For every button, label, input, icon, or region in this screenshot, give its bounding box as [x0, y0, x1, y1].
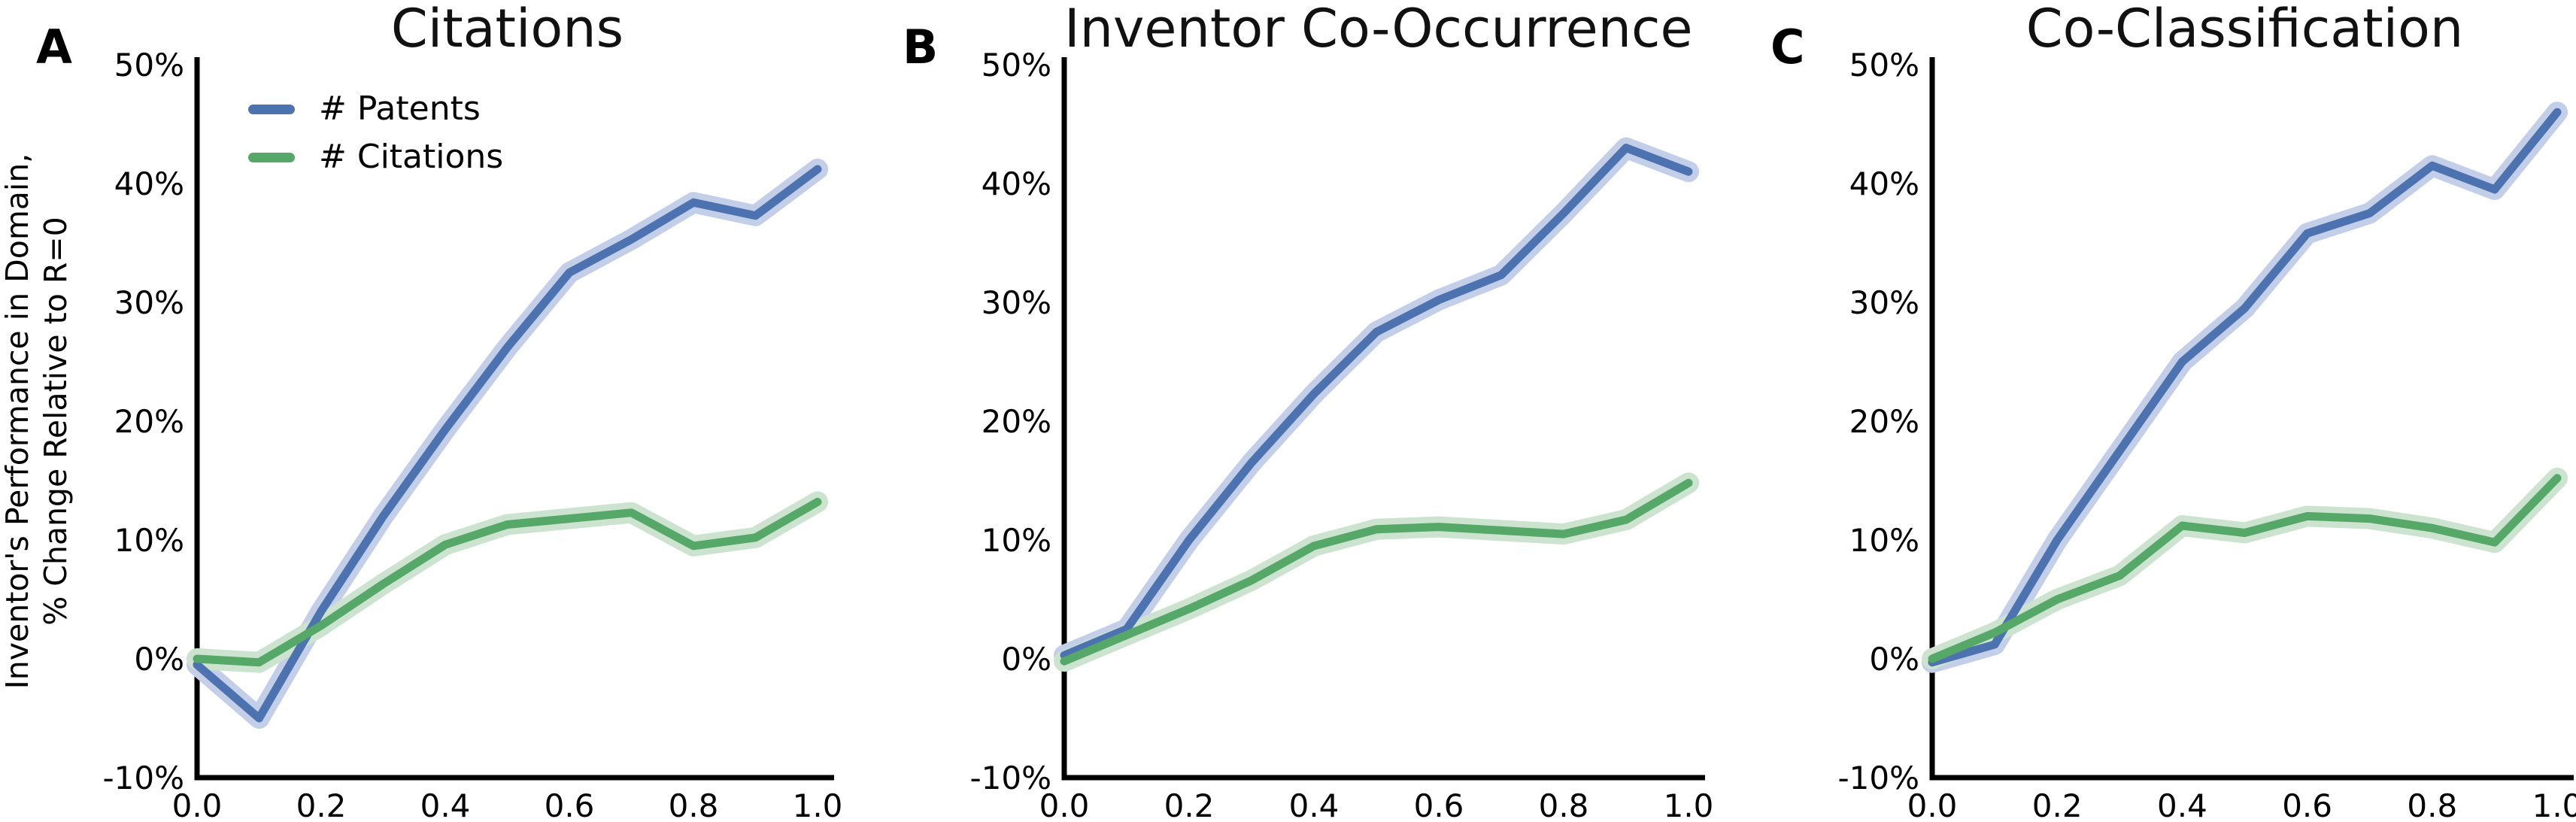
- series-line-citations: [1928, 474, 2562, 663]
- x-tick-label: 1.0: [2532, 787, 2576, 822]
- y-tick-label: 50%: [982, 47, 1051, 83]
- legend-item-citations: # Citations: [248, 140, 503, 174]
- y-tick-label: 10%: [982, 522, 1051, 559]
- y-tick-label: -10%: [1837, 760, 1919, 796]
- y-tick-label: 0%: [134, 641, 184, 678]
- y-axis-label-line2: % Change Relative to R=0: [38, 217, 74, 626]
- y-tick-label: 50%: [1849, 47, 1919, 83]
- y-tick-label: 10%: [1849, 522, 1919, 559]
- y-tick-label: -10%: [969, 760, 1051, 796]
- x-tick-label: 1.0: [793, 787, 843, 822]
- panel-title-co-classification: Co-Classification: [2025, 0, 2464, 59]
- y-tick-label: 20%: [982, 403, 1051, 440]
- y-tick-label: 30%: [114, 284, 184, 321]
- x-tick-label: 0.0: [172, 787, 223, 822]
- y-axis-label: Inventor's Performance in Domain, % Chan…: [0, 44, 77, 799]
- legend-label-patents: # Patents: [319, 89, 481, 128]
- legend: # Patents # Citations: [248, 92, 503, 174]
- series-band-citations: [1922, 467, 2568, 669]
- x-tick-label: 0.4: [1289, 787, 1340, 822]
- y-tick-label: -10%: [102, 760, 184, 796]
- y-tick-label: 0%: [1001, 641, 1051, 678]
- x-tick-label: 0.0: [1039, 787, 1090, 822]
- panel-label-c: C: [1770, 20, 1805, 74]
- y-tick-label: 10%: [114, 522, 184, 559]
- x-tick-label: 0.0: [1907, 787, 1958, 822]
- x-tick-label: 0.6: [2282, 787, 2332, 822]
- y-tick-label: 40%: [1849, 165, 1919, 202]
- axis-spines: [194, 57, 834, 781]
- x-tick-label: 0.8: [2407, 787, 2457, 822]
- series-line-patents: [1060, 144, 1693, 660]
- y-axis-label-line1: Inventor's Performance in Domain,: [0, 153, 35, 690]
- panel-title-citations: Citations: [390, 0, 624, 59]
- y-tick-label: 20%: [1849, 403, 1919, 440]
- series-band-patents: [1922, 102, 2568, 673]
- y-tick-label: 30%: [982, 284, 1051, 321]
- axis-spines: [1929, 57, 2574, 781]
- x-tick-label: 0.2: [1164, 787, 1215, 822]
- x-tick-label: 0.2: [296, 787, 347, 822]
- x-tick-label: 0.6: [1414, 787, 1464, 822]
- panel-label-a: A: [36, 20, 72, 74]
- patents-line-swatch: [248, 104, 295, 114]
- x-tick-label: 0.4: [420, 787, 471, 822]
- y-tick-label: 40%: [114, 165, 184, 202]
- y-tick-label: 50%: [114, 47, 184, 83]
- x-tick-label: 0.6: [545, 787, 595, 822]
- series-line-citations: [193, 497, 822, 667]
- x-tick-label: 0.2: [2032, 787, 2083, 822]
- y-tick-label: 0%: [1869, 641, 1919, 678]
- series-line-patents: [1928, 108, 2562, 667]
- citations-line-swatch: [248, 152, 295, 162]
- x-tick-label: 0.4: [2157, 787, 2207, 822]
- y-tick-label: 30%: [1849, 284, 1919, 321]
- x-tick-label: 0.8: [1539, 787, 1589, 822]
- x-tick-label: 0.8: [669, 787, 719, 822]
- series-line-citations: [1060, 478, 1693, 666]
- panel-title-inventor-co-occurrence: Inventor Co-Occurrence: [1064, 0, 1693, 59]
- legend-label-citations: # Citations: [319, 138, 504, 176]
- axis-spines: [1061, 57, 1705, 781]
- y-tick-label: 20%: [114, 403, 184, 440]
- series-line-patents: [193, 165, 822, 723]
- y-tick-label: 40%: [982, 165, 1051, 202]
- x-tick-label: 1.0: [1664, 787, 1714, 822]
- panel-label-b: B: [903, 20, 939, 74]
- legend-item-patents: # Patents: [248, 92, 503, 126]
